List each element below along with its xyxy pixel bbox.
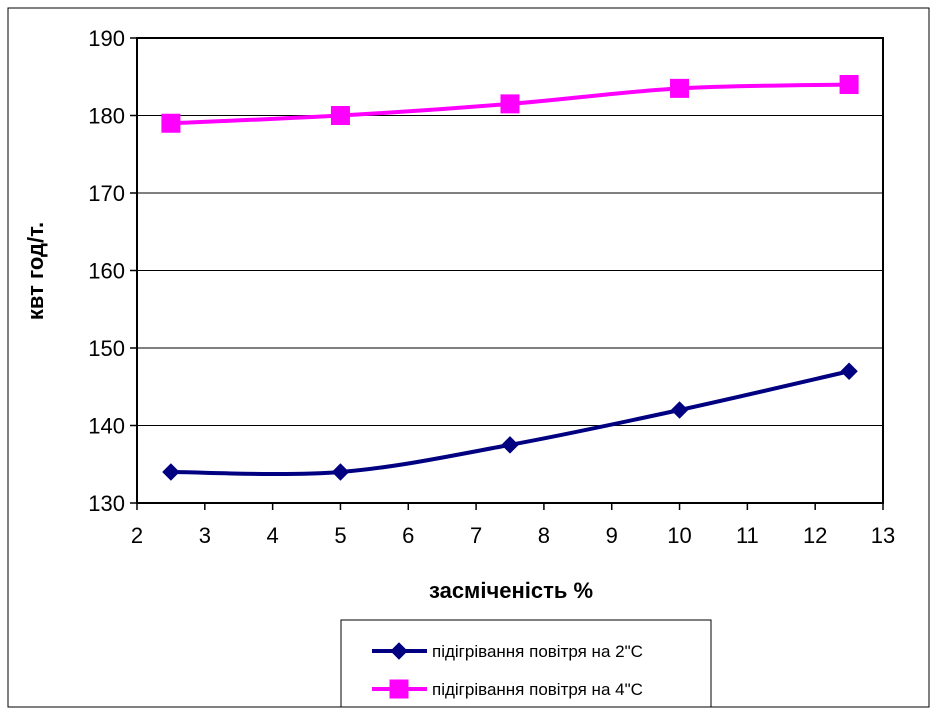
x-tick-label: 6	[402, 523, 414, 548]
square-marker	[670, 78, 690, 98]
y-axis-title: квт год/т.	[23, 222, 48, 320]
square-marker	[500, 94, 520, 114]
legend: підігрівання повітря на 2"С підігрівання …	[340, 619, 712, 708]
legend-diamond-marker	[390, 642, 408, 660]
x-tick-label: 13	[871, 523, 895, 548]
diamond-marker	[162, 463, 180, 481]
x-axis-ticks: 2 3 4 5 6 7 8 9 10 11 12 13	[131, 503, 895, 548]
y-tick-label: 160	[88, 259, 125, 284]
y-tick-label: 140	[88, 414, 125, 439]
legend-label: підігрівання повітря на 4"С	[432, 680, 643, 699]
series-1	[162, 362, 858, 481]
legend-item-1: підігрівання повітря на 2"С	[372, 642, 643, 661]
y-tick-label: 150	[88, 336, 125, 361]
square-marker	[161, 113, 181, 133]
series-2	[161, 75, 859, 133]
x-tick-label: 4	[267, 523, 279, 548]
legend-label: підігрівання повітря на 2"С	[432, 642, 643, 661]
x-tick-label: 8	[538, 523, 550, 548]
square-marker	[330, 106, 350, 125]
diamond-marker	[840, 362, 858, 380]
diamond-marker	[670, 401, 689, 419]
square-marker	[839, 75, 859, 94]
diamond-marker	[331, 463, 350, 481]
y-tick-label: 190	[88, 26, 125, 51]
x-tick-label: 9	[606, 523, 618, 548]
x-tick-label: 3	[199, 523, 211, 548]
y-tick-label: 170	[88, 181, 125, 206]
x-tick-label: 2	[131, 523, 143, 548]
x-tick-label: 12	[803, 523, 827, 548]
x-tick-label: 11	[736, 523, 759, 548]
y-tick-label: 180	[88, 104, 125, 129]
legend-item-2: підігрівання повітря на 4"С	[372, 679, 643, 699]
diamond-marker	[501, 436, 519, 454]
series-layer	[161, 75, 859, 481]
x-tick-label: 10	[667, 523, 691, 548]
y-tick-label: 130	[88, 491, 125, 516]
x-tick-label: 5	[334, 523, 346, 548]
x-axis-title: засміченість %	[429, 578, 593, 603]
x-tick-label: 7	[470, 523, 482, 548]
legend-square-marker	[389, 679, 409, 699]
y-axis-ticks: 130 140 150 160 170 180 190	[88, 26, 137, 516]
